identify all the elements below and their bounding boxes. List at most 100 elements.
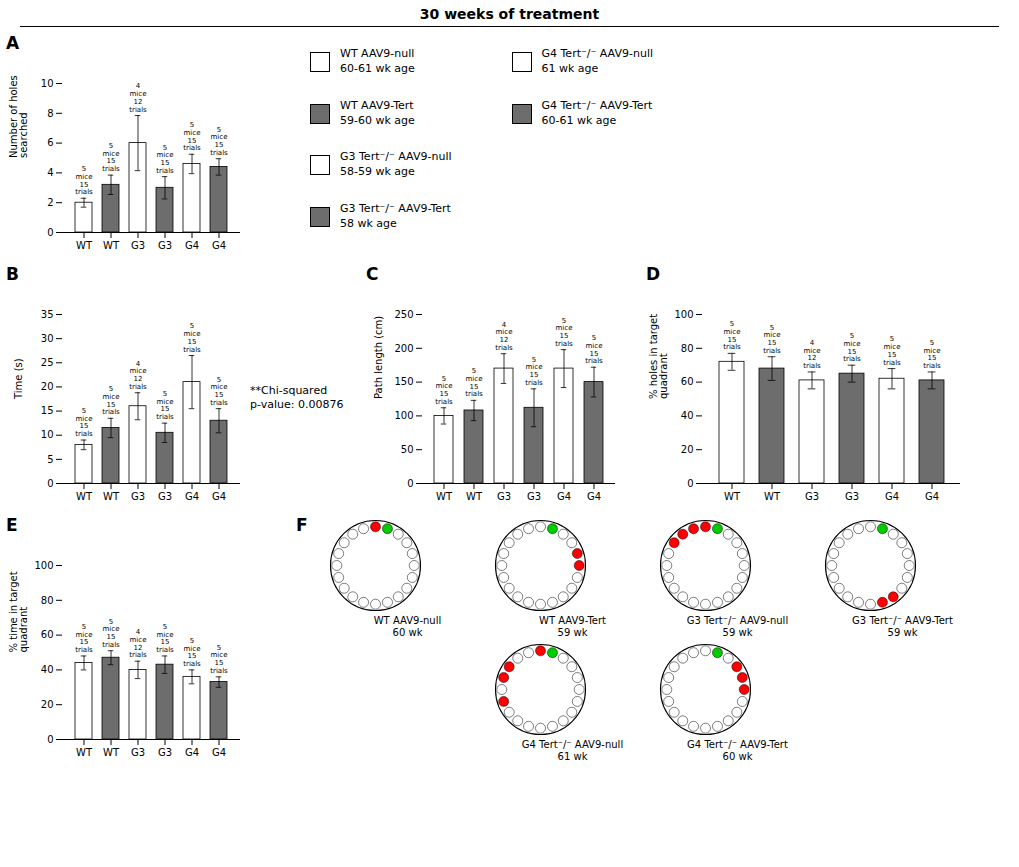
svg-text:5mice15trials: 5mice15trials <box>723 320 741 351</box>
svg-text:5mice15trials: 5mice15trials <box>843 332 861 363</box>
svg-text:35: 35 <box>41 309 54 320</box>
svg-text:60: 60 <box>41 629 54 640</box>
svg-text:0: 0 <box>47 734 53 745</box>
svg-text:10: 10 <box>41 78 54 89</box>
html-text:G4 Tert⁻/⁻ AAV9-Tert 60-61 wk: G4 Tert⁻/⁻ AAV9-Tert 60-61 wk age <box>541 98 653 127</box>
svg-text:20: 20 <box>681 444 694 455</box>
svg-text:5mice15trials: 5mice15trials <box>156 390 174 421</box>
svg-text:5mice15trials: 5mice15trials <box>183 121 201 152</box>
svg-text:G4: G4 <box>587 491 601 502</box>
svg-text:5mice15trials: 5mice15trials <box>156 144 174 175</box>
svg-text:6: 6 <box>47 137 53 148</box>
svg-text:30: 30 <box>41 333 54 344</box>
html-text:G3 Tert⁻/⁻ AAV9-null 58-59 wk: G3 Tert⁻/⁻ AAV9-null 58-59 wk age <box>340 150 452 179</box>
svg-text:G3: G3 <box>805 491 819 502</box>
svg-text:G4: G4 <box>185 747 199 758</box>
svg-text:150: 150 <box>394 376 413 387</box>
svg-text:5mice15trials: 5mice15trials <box>102 385 120 416</box>
svg-text:60: 60 <box>681 376 694 387</box>
svg-text:0: 0 <box>687 478 693 489</box>
svg-text:5mice15trials: 5mice15trials <box>102 618 120 649</box>
svg-text:5mice15trials: 5mice15trials <box>210 376 228 407</box>
svg-text:5mice15trials: 5mice15trials <box>923 339 941 370</box>
svg-text:4mice12trials: 4mice12trials <box>495 321 513 352</box>
svg-text:20: 20 <box>41 699 54 710</box>
svg-text:G4: G4 <box>212 240 226 251</box>
svg-text:5mice15trials: 5mice15trials <box>883 335 901 366</box>
svg-text:G4: G4 <box>557 491 571 502</box>
svg-text:5mice15trials: 5mice15trials <box>210 126 228 157</box>
svg-text:WT: WT <box>76 491 93 502</box>
svg-text:G3: G3 <box>131 240 145 251</box>
svg-text:4mice12trials: 4mice12trials <box>129 628 147 659</box>
svg-text:5mice15trials: 5mice15trials <box>210 644 228 675</box>
svg-text:G3: G3 <box>158 747 172 758</box>
svg-text:5mice15trials: 5mice15trials <box>585 334 603 365</box>
svg-text:50: 50 <box>401 444 414 455</box>
svg-text:WT: WT <box>103 491 120 502</box>
svg-text:5: 5 <box>47 454 53 465</box>
svg-text:Path length (cm): Path length (cm) <box>373 316 384 399</box>
svg-text:G3: G3 <box>845 491 859 502</box>
svg-text:0: 0 <box>407 478 413 489</box>
svg-text:WT: WT <box>724 491 741 502</box>
svg-text:WT: WT <box>466 491 483 502</box>
svg-text:WT: WT <box>764 491 781 502</box>
svg-text:10: 10 <box>41 429 54 440</box>
svg-text:WT: WT <box>76 747 93 758</box>
svg-text:G4: G4 <box>212 747 226 758</box>
html-text:WT AAV9-Tert 59-60 wk age: WT AAV9-Tert 59-60 wk age <box>340 98 415 127</box>
svg-text:4mice12trials: 4mice12trials <box>129 360 147 391</box>
svg-text:WT: WT <box>103 747 120 758</box>
svg-text:200: 200 <box>394 343 413 354</box>
svg-text:5mice15trials: 5mice15trials <box>555 317 573 348</box>
svg-text:4mice12trials: 4mice12trials <box>803 339 821 370</box>
svg-text:% holes in targetquadrant: % holes in targetquadrant <box>648 314 669 399</box>
svg-text:G4: G4 <box>185 240 199 251</box>
svg-text:5mice15trials: 5mice15trials <box>465 367 483 398</box>
svg-text:G4: G4 <box>212 491 226 502</box>
svg-text:WT: WT <box>76 240 93 251</box>
svg-text:G3: G3 <box>158 240 172 251</box>
svg-text:100: 100 <box>394 410 413 421</box>
svg-text:5mice15trials: 5mice15trials <box>763 324 781 355</box>
svg-text:100: 100 <box>34 560 53 571</box>
svg-text:5mice15trials: 5mice15trials <box>75 623 93 654</box>
svg-text:5mice15trials: 5mice15trials <box>435 375 453 406</box>
svg-text:8: 8 <box>47 108 53 119</box>
svg-text:G3: G3 <box>131 747 145 758</box>
svg-text:Number of holessearched: Number of holessearched <box>8 75 29 158</box>
svg-text:5mice15trials: 5mice15trials <box>75 165 93 196</box>
svg-text:5mice15trials: 5mice15trials <box>525 356 543 387</box>
svg-text:100: 100 <box>674 309 693 320</box>
svg-text:5mice15trials: 5mice15trials <box>156 623 174 654</box>
svg-text:G4: G4 <box>185 491 199 502</box>
svg-text:0: 0 <box>47 227 53 238</box>
svg-text:5mice15trials: 5mice15trials <box>183 322 201 353</box>
svg-text:5mice15trials: 5mice15trials <box>183 637 201 668</box>
svg-text:4: 4 <box>47 167 53 178</box>
svg-text:Time (s): Time (s) <box>13 358 24 400</box>
svg-text:4mice12trials: 4mice12trials <box>129 82 147 113</box>
svg-text:25: 25 <box>41 357 54 368</box>
svg-text:250: 250 <box>394 309 413 320</box>
svg-text:40: 40 <box>41 664 54 675</box>
svg-text:0: 0 <box>47 478 53 489</box>
svg-text:G4: G4 <box>925 491 939 502</box>
svg-text:WT: WT <box>436 491 453 502</box>
svg-text:G3: G3 <box>158 491 172 502</box>
svg-text:WT: WT <box>103 240 120 251</box>
svg-text:5mice15trials: 5mice15trials <box>102 142 120 173</box>
svg-text:40: 40 <box>681 410 694 421</box>
svg-text:G4: G4 <box>885 491 899 502</box>
svg-text:15: 15 <box>41 405 54 416</box>
svg-text:80: 80 <box>41 595 54 606</box>
svg-text:G3: G3 <box>131 491 145 502</box>
svg-text:2: 2 <box>47 197 53 208</box>
svg-text:G3: G3 <box>527 491 541 502</box>
svg-text:G3: G3 <box>497 491 511 502</box>
svg-text:80: 80 <box>681 343 694 354</box>
svg-text:20: 20 <box>41 381 54 392</box>
svg-text:% time in targetquadrant: % time in targetquadrant <box>8 571 29 652</box>
svg-text:5mice15trials: 5mice15trials <box>75 407 93 438</box>
